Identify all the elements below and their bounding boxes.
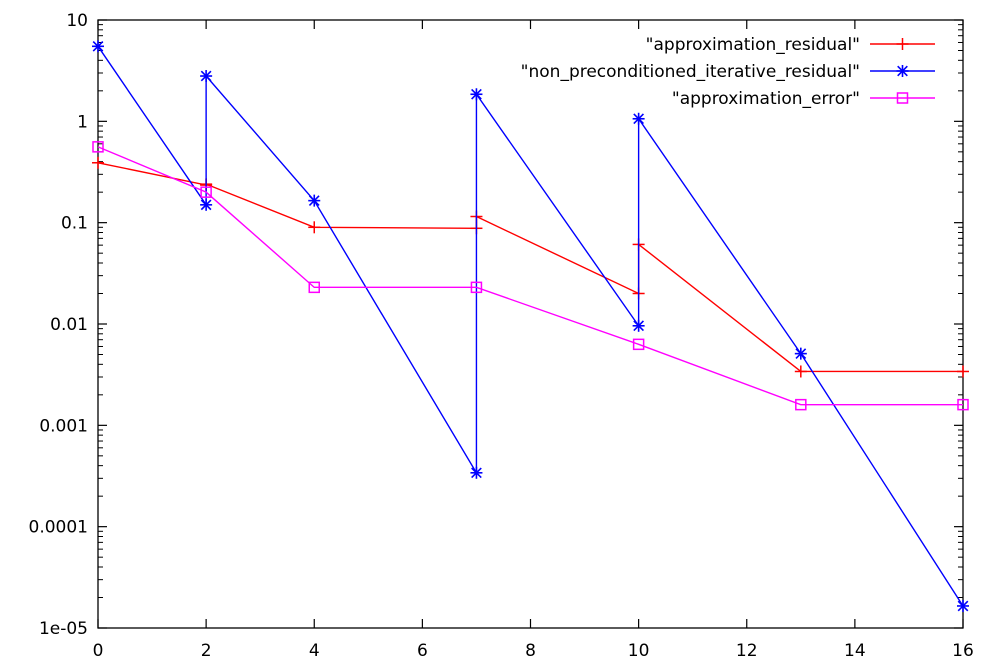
data-point-series-1 (957, 365, 969, 378)
x-tick-label: 0 (93, 641, 104, 661)
series-line-2 (97, 45, 964, 607)
data-point-series-2 (470, 466, 483, 479)
legend-label-3: "approximation_error" (672, 89, 860, 109)
y-tick-label: 0.1 (61, 214, 88, 234)
y-tick-label: 1 (77, 112, 88, 132)
data-point-series-2 (632, 319, 645, 332)
data-point-series-2 (957, 599, 969, 612)
data-point-series-3 (470, 281, 483, 294)
data-point-series-1 (794, 365, 807, 378)
plot-series (92, 40, 969, 612)
x-tick-label: 8 (525, 641, 536, 661)
data-point-series-2 (632, 112, 645, 125)
legend-marker-3 (896, 92, 909, 104)
data-point-series-2 (200, 70, 213, 83)
data-point-series-3 (308, 281, 320, 294)
data-point-series-1 (92, 156, 104, 169)
y-tick-label: 0.01 (50, 315, 88, 335)
legend: "approximation_residual" "non_preconditio… (521, 35, 935, 109)
y-tick-label: 1e-05 (39, 619, 88, 639)
x-tick-label: 10 (628, 641, 650, 661)
plot-frame (97, 19, 964, 629)
series-line-3 (97, 146, 963, 406)
data-point-series-2 (92, 40, 104, 53)
legend-marker-1 (896, 38, 909, 50)
legend-marker-2 (896, 65, 909, 77)
data-point-series-1 (308, 221, 321, 234)
legend-label-2: "non_preconditioned_iterative_residual" (521, 62, 860, 82)
data-point-series-3 (632, 338, 645, 351)
data-point-series-2 (470, 88, 483, 101)
data-point-series-2 (794, 347, 807, 360)
legend-label-1: "approximation_residual" (646, 35, 860, 55)
y-tick-label: 0.001 (39, 416, 88, 436)
data-point-series-2 (200, 198, 213, 211)
data-point-series-3 (957, 398, 969, 411)
data-point-series-3 (200, 186, 212, 198)
data-point-series-2 (308, 194, 321, 207)
x-tick-label: 2 (201, 641, 212, 661)
x-tick-label: 6 (417, 641, 428, 661)
data-point-series-3 (795, 398, 807, 411)
y-tick-label: 10 (66, 11, 88, 31)
x-tick-label: 12 (736, 641, 758, 661)
axes: 0 2 4 6 8 10 12 14 16 1e-05 0.0001 0.001 0.01 0.1 1 10 (29, 11, 974, 661)
x-tick-label: 16 (952, 641, 974, 661)
x-tick-label: 14 (844, 641, 866, 661)
data-point-series-3 (92, 141, 104, 153)
series-line-1 (97, 162, 963, 373)
y-tick-label: 0.0001 (29, 518, 88, 538)
x-tick-label: 4 (309, 641, 320, 661)
